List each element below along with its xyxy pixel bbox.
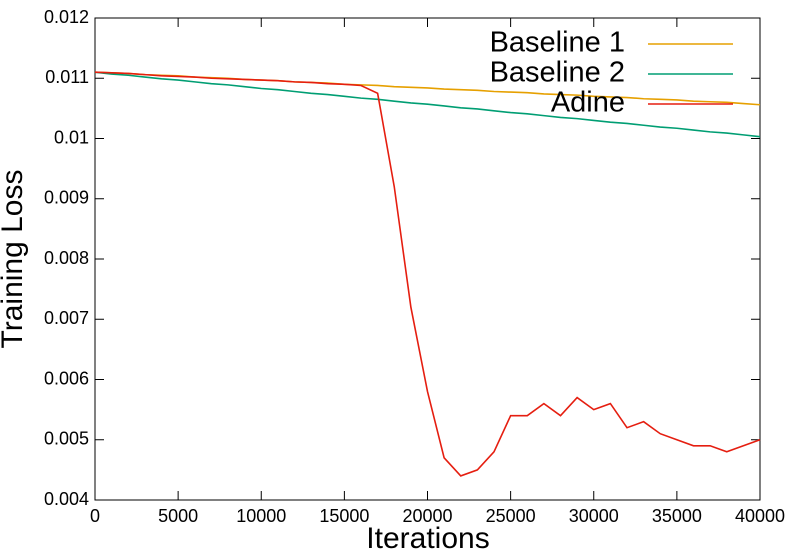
x-axis-title: Iterations (366, 522, 489, 552)
y-tick-label: 0.006 (44, 368, 89, 388)
y-tick-label: 0.01 (54, 127, 89, 147)
legend-label: Baseline 2 (490, 57, 625, 89)
legend-label: Adine (551, 87, 625, 119)
x-tick-label: 35000 (652, 506, 702, 526)
y-tick-label: 0.011 (45, 67, 89, 87)
x-tick-label: 5000 (158, 506, 198, 526)
x-tick-label: 0 (90, 506, 100, 526)
x-tick-label: 10000 (236, 506, 286, 526)
x-tick-label: 25000 (486, 506, 536, 526)
y-tick-label: 0.008 (44, 248, 89, 268)
series-line (94, 71, 761, 138)
y-tick-label: 0.004 (44, 489, 89, 509)
y-tick-label: 0.009 (44, 188, 89, 208)
plot-frame (94, 17, 761, 501)
y-tick-label: 0.012 (44, 7, 89, 27)
y-tick-label: 0.005 (44, 429, 89, 449)
series-line (94, 71, 761, 477)
x-tick-label: 20000 (402, 506, 452, 526)
legend-label: Baseline 1 (490, 27, 625, 59)
x-tick-label: 15000 (319, 506, 369, 526)
y-axis-title: Training Loss (0, 170, 29, 349)
x-tick-label: 30000 (569, 506, 619, 526)
x-tick-label: 40000 (735, 506, 785, 526)
y-tick-label: 0.007 (44, 308, 89, 328)
